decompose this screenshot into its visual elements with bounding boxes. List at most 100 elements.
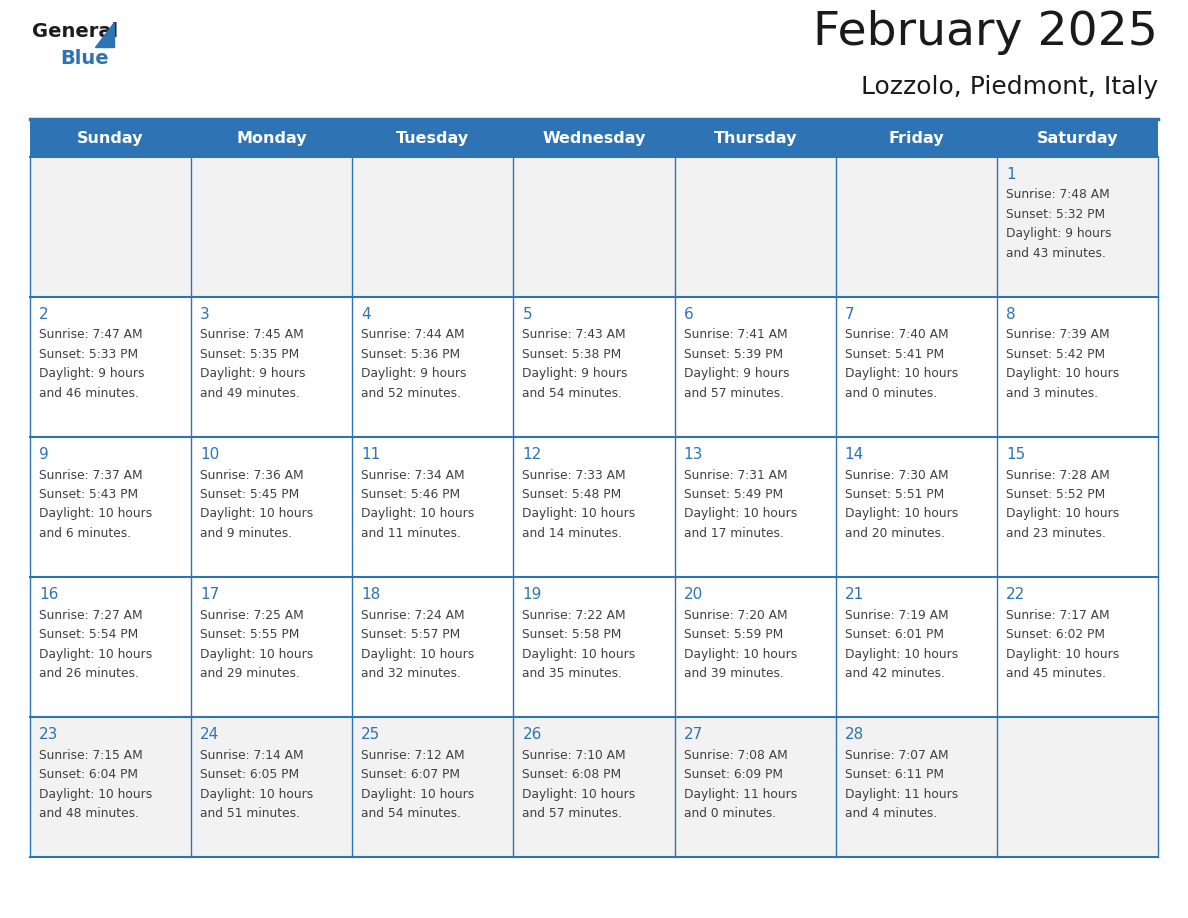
Bar — [30, 577, 1158, 717]
Text: Sunset: 5:46 PM: Sunset: 5:46 PM — [361, 488, 461, 501]
Bar — [30, 297, 1158, 437]
Bar — [30, 157, 1158, 297]
Text: Wednesday: Wednesday — [542, 130, 646, 145]
Text: and 14 minutes.: and 14 minutes. — [523, 527, 623, 540]
Text: Daylight: 10 hours: Daylight: 10 hours — [523, 788, 636, 800]
Text: 5: 5 — [523, 307, 532, 322]
Text: Daylight: 11 hours: Daylight: 11 hours — [845, 788, 958, 800]
Text: Sunset: 5:54 PM: Sunset: 5:54 PM — [39, 628, 138, 641]
Text: Sunrise: 7:36 AM: Sunrise: 7:36 AM — [200, 468, 304, 482]
Text: Sunset: 5:39 PM: Sunset: 5:39 PM — [683, 348, 783, 361]
Text: and 45 minutes.: and 45 minutes. — [1006, 667, 1106, 680]
Text: and 54 minutes.: and 54 minutes. — [361, 807, 461, 820]
Text: 24: 24 — [200, 727, 220, 742]
Text: Sunrise: 7:44 AM: Sunrise: 7:44 AM — [361, 329, 465, 341]
Text: 20: 20 — [683, 587, 703, 602]
Text: Lozzolo, Piedmont, Italy: Lozzolo, Piedmont, Italy — [861, 75, 1158, 99]
Text: 14: 14 — [845, 447, 864, 462]
Text: Sunrise: 7:34 AM: Sunrise: 7:34 AM — [361, 468, 465, 482]
Text: and 42 minutes.: and 42 minutes. — [845, 667, 944, 680]
Text: Sunset: 5:41 PM: Sunset: 5:41 PM — [845, 348, 943, 361]
Text: Thursday: Thursday — [713, 130, 797, 145]
Text: and 26 minutes.: and 26 minutes. — [39, 667, 139, 680]
Text: Daylight: 10 hours: Daylight: 10 hours — [39, 647, 152, 660]
Text: Friday: Friday — [889, 130, 944, 145]
Text: Sunrise: 7:07 AM: Sunrise: 7:07 AM — [845, 748, 948, 762]
Text: Sunrise: 7:17 AM: Sunrise: 7:17 AM — [1006, 609, 1110, 621]
Text: and 48 minutes.: and 48 minutes. — [39, 807, 139, 820]
Text: and 57 minutes.: and 57 minutes. — [523, 807, 623, 820]
Text: and 4 minutes.: and 4 minutes. — [845, 807, 937, 820]
Text: 10: 10 — [200, 447, 220, 462]
Text: and 57 minutes.: and 57 minutes. — [683, 387, 784, 400]
Text: Daylight: 10 hours: Daylight: 10 hours — [361, 647, 474, 660]
Text: and 0 minutes.: and 0 minutes. — [683, 807, 776, 820]
Text: Sunrise: 7:40 AM: Sunrise: 7:40 AM — [845, 329, 948, 341]
Text: and 46 minutes.: and 46 minutes. — [39, 387, 139, 400]
Text: 11: 11 — [361, 447, 380, 462]
Text: and 3 minutes.: and 3 minutes. — [1006, 387, 1098, 400]
Text: Sunrise: 7:15 AM: Sunrise: 7:15 AM — [39, 748, 143, 762]
Text: 6: 6 — [683, 307, 694, 322]
Text: Sunrise: 7:31 AM: Sunrise: 7:31 AM — [683, 468, 788, 482]
Text: Sunset: 6:08 PM: Sunset: 6:08 PM — [523, 768, 621, 781]
Text: 17: 17 — [200, 587, 220, 602]
Text: Sunset: 5:55 PM: Sunset: 5:55 PM — [200, 628, 299, 641]
Text: Sunrise: 7:28 AM: Sunrise: 7:28 AM — [1006, 468, 1110, 482]
Text: and 39 minutes.: and 39 minutes. — [683, 667, 783, 680]
Text: and 54 minutes.: and 54 minutes. — [523, 387, 623, 400]
Text: 23: 23 — [39, 727, 58, 742]
Text: Daylight: 10 hours: Daylight: 10 hours — [523, 647, 636, 660]
Text: Daylight: 10 hours: Daylight: 10 hours — [1006, 367, 1119, 380]
Text: Monday: Monday — [236, 130, 307, 145]
Text: and 51 minutes.: and 51 minutes. — [200, 807, 301, 820]
Text: Sunrise: 7:37 AM: Sunrise: 7:37 AM — [39, 468, 143, 482]
Text: Daylight: 10 hours: Daylight: 10 hours — [1006, 647, 1119, 660]
Text: and 32 minutes.: and 32 minutes. — [361, 667, 461, 680]
Text: Sunset: 6:09 PM: Sunset: 6:09 PM — [683, 768, 783, 781]
Text: Sunset: 5:33 PM: Sunset: 5:33 PM — [39, 348, 138, 361]
Text: Daylight: 10 hours: Daylight: 10 hours — [1006, 508, 1119, 521]
Text: Sunday: Sunday — [77, 130, 144, 145]
Text: and 6 minutes.: and 6 minutes. — [39, 527, 131, 540]
Text: Sunset: 5:51 PM: Sunset: 5:51 PM — [845, 488, 944, 501]
Text: Tuesday: Tuesday — [397, 130, 469, 145]
Text: Sunrise: 7:47 AM: Sunrise: 7:47 AM — [39, 329, 143, 341]
Text: Sunset: 5:48 PM: Sunset: 5:48 PM — [523, 488, 621, 501]
Text: Blue: Blue — [61, 49, 108, 68]
Text: 27: 27 — [683, 727, 703, 742]
Text: Sunset: 6:07 PM: Sunset: 6:07 PM — [361, 768, 460, 781]
Text: February 2025: February 2025 — [813, 10, 1158, 55]
Text: Daylight: 10 hours: Daylight: 10 hours — [361, 788, 474, 800]
Text: Saturday: Saturday — [1037, 130, 1118, 145]
Text: 9: 9 — [39, 447, 49, 462]
Text: Daylight: 9 hours: Daylight: 9 hours — [200, 367, 305, 380]
Text: Daylight: 10 hours: Daylight: 10 hours — [39, 788, 152, 800]
Text: Sunrise: 7:22 AM: Sunrise: 7:22 AM — [523, 609, 626, 621]
Text: Daylight: 10 hours: Daylight: 10 hours — [361, 508, 474, 521]
Text: Sunset: 5:43 PM: Sunset: 5:43 PM — [39, 488, 138, 501]
Text: Daylight: 10 hours: Daylight: 10 hours — [683, 647, 797, 660]
Bar — [30, 717, 1158, 857]
Text: 28: 28 — [845, 727, 864, 742]
Text: Sunrise: 7:20 AM: Sunrise: 7:20 AM — [683, 609, 788, 621]
Text: Sunset: 5:35 PM: Sunset: 5:35 PM — [200, 348, 299, 361]
Text: Sunrise: 7:43 AM: Sunrise: 7:43 AM — [523, 329, 626, 341]
Bar — [30, 437, 1158, 577]
Text: 1: 1 — [1006, 167, 1016, 182]
Text: Sunrise: 7:25 AM: Sunrise: 7:25 AM — [200, 609, 304, 621]
Text: Sunrise: 7:19 AM: Sunrise: 7:19 AM — [845, 609, 948, 621]
Text: 4: 4 — [361, 307, 371, 322]
Text: Daylight: 10 hours: Daylight: 10 hours — [39, 508, 152, 521]
Text: Sunset: 5:38 PM: Sunset: 5:38 PM — [523, 348, 621, 361]
Text: Sunrise: 7:14 AM: Sunrise: 7:14 AM — [200, 748, 304, 762]
Text: and 23 minutes.: and 23 minutes. — [1006, 527, 1106, 540]
Text: 26: 26 — [523, 727, 542, 742]
Text: 19: 19 — [523, 587, 542, 602]
Text: Sunrise: 7:08 AM: Sunrise: 7:08 AM — [683, 748, 788, 762]
Text: Sunset: 5:42 PM: Sunset: 5:42 PM — [1006, 348, 1105, 361]
Text: Sunrise: 7:27 AM: Sunrise: 7:27 AM — [39, 609, 143, 621]
Text: 2: 2 — [39, 307, 49, 322]
Text: Daylight: 11 hours: Daylight: 11 hours — [683, 788, 797, 800]
Text: 22: 22 — [1006, 587, 1025, 602]
